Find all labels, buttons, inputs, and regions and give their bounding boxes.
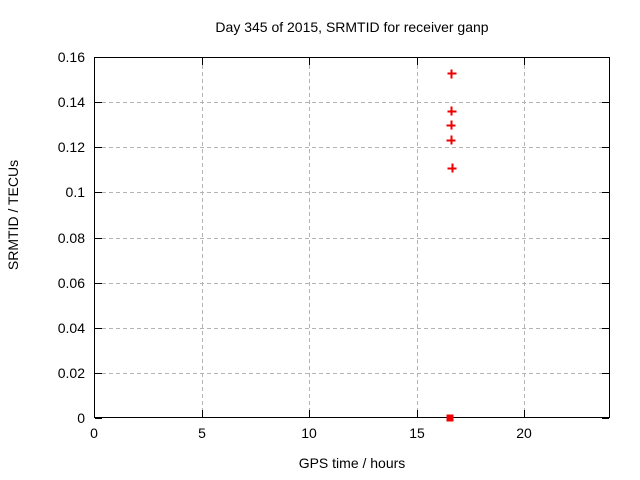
y-tick-right (602, 328, 609, 329)
x-tick-top (202, 58, 203, 65)
y-tick-label: 0.06 (57, 275, 85, 291)
y-tick-label: 0.14 (57, 94, 85, 110)
y-gridline (95, 283, 609, 284)
x-tick-bottom (202, 410, 203, 417)
y-gridline (95, 328, 609, 329)
y-tick-right (602, 373, 609, 374)
y-tick-right (602, 57, 609, 58)
y-tick-label: 0.16 (57, 49, 85, 65)
y-tick-label: 0.08 (57, 230, 85, 246)
x-axis-title: GPS time / hours (298, 455, 406, 471)
y-tick-label: 0.1 (65, 184, 85, 200)
x-tick-label: 15 (409, 425, 425, 441)
y-gridline (95, 373, 609, 374)
x-gridline (524, 58, 525, 417)
x-tick-bottom (309, 410, 310, 417)
x-tick-label: 5 (198, 425, 206, 441)
x-tick-bottom (94, 410, 95, 417)
data-point-plus (446, 135, 456, 145)
x-tick-top (524, 58, 525, 65)
y-tick-left (95, 57, 102, 58)
x-tick-top (94, 58, 95, 65)
data-point-plus (447, 69, 457, 79)
y-gridline (95, 147, 609, 148)
y-tick-left (95, 192, 102, 193)
y-tick-label: 0 (77, 410, 85, 426)
y-tick-label: 0.02 (57, 365, 85, 381)
y-tick-left (95, 238, 102, 239)
y-tick-left (95, 328, 102, 329)
y-tick-right (602, 418, 609, 419)
y-tick-left (95, 283, 102, 284)
y-tick-label: 0.04 (57, 320, 85, 336)
x-tick-label: 10 (301, 425, 317, 441)
x-tick-top (309, 58, 310, 65)
y-tick-left (95, 373, 102, 374)
data-point-square (446, 414, 454, 422)
y-tick-right (602, 147, 609, 148)
y-tick-right (602, 102, 609, 103)
data-point-plus (447, 163, 457, 173)
x-tick-bottom (417, 410, 418, 417)
y-tick-left (95, 102, 102, 103)
y-tick-left (95, 147, 102, 148)
y-tick-label: 0.12 (57, 139, 85, 155)
data-point-plus (446, 120, 456, 130)
y-gridline (95, 238, 609, 239)
x-gridline (417, 58, 418, 417)
y-gridline (95, 102, 609, 103)
y-tick-right (602, 283, 609, 284)
y-tick-right (602, 192, 609, 193)
y-tick-right (602, 238, 609, 239)
x-tick-bottom (524, 410, 525, 417)
data-point-plus (447, 106, 457, 116)
x-tick-label: 0 (90, 425, 98, 441)
chart-title: Day 345 of 2015, SRMTID for receiver gan… (215, 19, 489, 35)
x-tick-label: 20 (516, 425, 532, 441)
plot-area (94, 57, 610, 418)
x-tick-top (417, 58, 418, 65)
y-tick-left (95, 418, 102, 419)
x-gridline (202, 58, 203, 417)
x-gridline (309, 58, 310, 417)
y-gridline (95, 192, 609, 193)
